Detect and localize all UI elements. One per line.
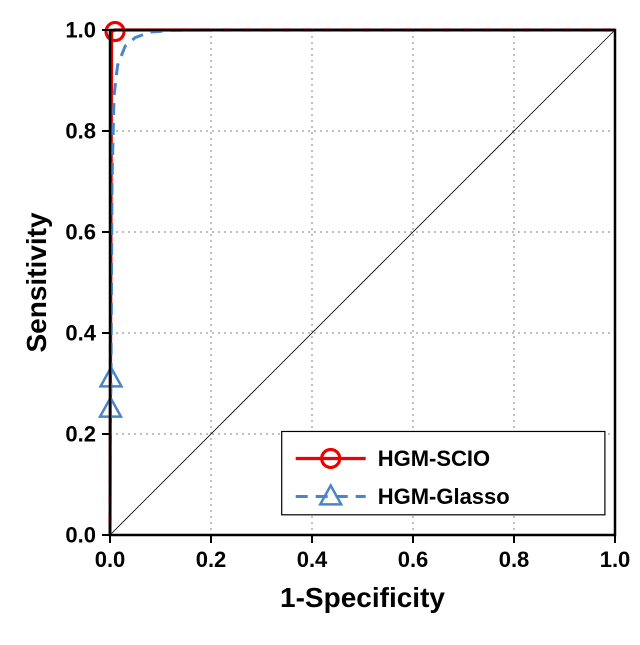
xtick-label: 0.2 (196, 547, 227, 572)
legend-label: HGM-SCIO (378, 446, 490, 471)
ytick-label: 1.0 (65, 18, 96, 43)
ytick-label: 0.4 (65, 321, 96, 346)
legend-label: HGM-Glasso (378, 484, 510, 509)
y-axis-label: Sensitivity (21, 212, 52, 352)
ytick-label: 0.6 (65, 220, 96, 245)
xtick-label: 0.4 (297, 547, 328, 572)
legend: HGM-SCIO HGM-Glasso (282, 431, 605, 514)
chart-svg: 0.0 0.2 0.4 0.6 0.8 1.0 0.0 0.2 0.4 0.6 0.8 1.0 1-Sp… (0, 0, 640, 645)
ytick-label: 0.0 (65, 523, 96, 548)
x-axis-label: 1-Specificity (280, 582, 445, 613)
xtick-label: 0.0 (95, 547, 126, 572)
ytick-label: 0.8 (65, 119, 96, 144)
ytick-label: 0.2 (65, 422, 96, 447)
roc-chart: 0.0 0.2 0.4 0.6 0.8 1.0 0.0 0.2 0.4 0.6 0.8 1.0 1-Sp… (0, 0, 640, 645)
xtick-label: 1.0 (600, 547, 631, 572)
xtick-label: 0.6 (398, 547, 429, 572)
xtick-label: 0.8 (499, 547, 530, 572)
